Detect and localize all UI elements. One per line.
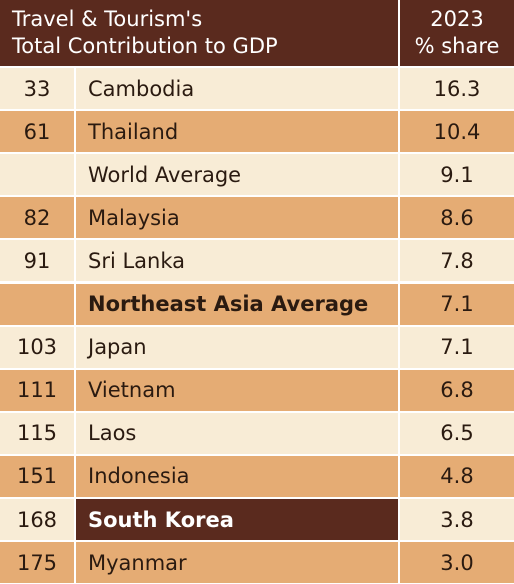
share-header-year: 2023 [430,7,484,31]
table-row: World Average 9.1 [0,152,514,196]
share-cell: 7.1 [400,283,514,325]
share-cell: 9.1 [400,154,514,196]
country-cell: Cambodia [76,68,400,110]
table-row: 103 Japan 7.1 [0,324,514,368]
table-row: 33 Cambodia 16.3 [0,66,514,110]
table-row: 111 Vietnam 6.8 [0,367,514,411]
rank-cell: 91 [0,240,76,282]
table-row: 91 Sri Lanka 7.8 [0,238,514,282]
country-cell: Thailand [76,111,400,153]
country-cell: Sri Lanka [76,240,400,282]
rank-cell: 103 [0,326,76,368]
rank-cell: 115 [0,412,76,454]
title-line-1: Travel & Tourism's [12,7,203,31]
table-row: 168 South Korea 3.8 [0,497,514,541]
share-cell: 10.4 [400,111,514,153]
country-cell: Vietnam [76,369,400,411]
table-header: Travel & Tourism's Total Contribution to… [0,0,514,66]
table-title: Travel & Tourism's Total Contribution to… [0,0,400,66]
country-cell: Malaysia [76,197,400,239]
country-cell: Laos [76,412,400,454]
share-cell: 6.5 [400,412,514,454]
rank-cell: 61 [0,111,76,153]
rank-cell: 175 [0,542,76,584]
share-cell: 7.1 [400,326,514,368]
country-cell: Myanmar [76,542,400,584]
share-cell: 8.6 [400,197,514,239]
rank-cell: 33 [0,68,76,110]
table-row: 175 Myanmar 3.0 [0,540,514,584]
share-cell: 4.8 [400,455,514,497]
rank-cell [0,154,76,196]
title-line-2: Total Contribution to GDP [12,34,278,58]
share-cell: 3.0 [400,542,514,584]
country-cell: Indonesia [76,455,400,497]
table-row: 61 Thailand 10.4 [0,109,514,153]
share-header-unit: % share [414,34,500,58]
share-cell: 6.8 [400,369,514,411]
table-row: 151 Indonesia 4.8 [0,453,514,497]
share-cell: 16.3 [400,68,514,110]
share-cell: 7.8 [400,240,514,282]
table-row: 115 Laos 6.5 [0,410,514,454]
country-cell: Japan [76,326,400,368]
rank-cell: 151 [0,455,76,497]
rank-cell [0,283,76,325]
rank-cell: 111 [0,369,76,411]
country-cell: South Korea [76,499,400,541]
rank-cell: 168 [0,499,76,541]
share-cell: 3.8 [400,499,514,541]
table-row: 82 Malaysia 8.6 [0,195,514,239]
table-row: Northeast Asia Average 7.1 [0,281,514,325]
rank-cell: 82 [0,197,76,239]
country-cell: World Average [76,154,400,196]
country-cell: Northeast Asia Average [76,283,400,325]
share-column-header: 2023 % share [400,0,514,66]
